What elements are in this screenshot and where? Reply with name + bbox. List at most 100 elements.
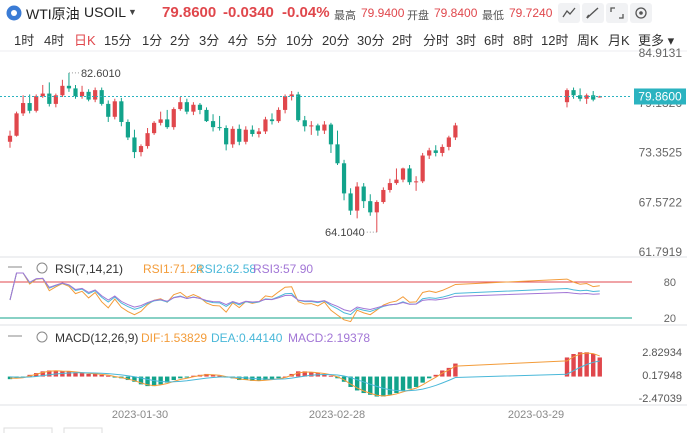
symbol-name[interactable]: WTI原油 [26, 6, 80, 22]
macd-bar [184, 376, 190, 378]
candle [315, 125, 320, 131]
macd-bar [60, 371, 65, 377]
period-tab[interactable]: 3时 [456, 33, 477, 48]
candle [210, 121, 216, 128]
max-price-label: 82.6010 [81, 68, 121, 80]
candle [191, 104, 196, 112]
macd-bar [433, 374, 438, 377]
period-tab[interactable]: 1时 [14, 33, 35, 48]
macd-bar [407, 376, 412, 389]
settings-icon[interactable] [635, 7, 647, 19]
dea-label: DEA:0.44140 [211, 331, 283, 345]
macd-bar [577, 352, 583, 377]
period-tab[interactable]: 周K [577, 33, 599, 48]
candle [93, 90, 98, 100]
period-tab[interactable]: 15分 [104, 33, 132, 48]
candle [158, 119, 163, 123]
period-tab[interactable]: 20分 [322, 33, 350, 48]
settings-icon [36, 262, 48, 274]
candle [269, 119, 275, 122]
macd-bar [584, 352, 589, 377]
period-tab[interactable]: 分时 [423, 33, 450, 48]
macd-bar [217, 375, 222, 377]
period-tab[interactable]: 6时 [484, 33, 505, 48]
macd-name: MACD(12,26,9) [55, 331, 138, 345]
period-tab[interactable]: 2时 [392, 33, 413, 48]
candle [584, 95, 589, 99]
macd-bar [328, 375, 334, 377]
period-tab[interactable]: 日K [74, 33, 96, 48]
macd-bar [374, 376, 379, 397]
macd-bar [145, 376, 150, 387]
candle [407, 168, 412, 183]
period-tab[interactable]: 8时 [513, 33, 534, 48]
period-tab[interactable]: 10分 [286, 33, 314, 48]
footer-button [63, 427, 103, 433]
candle [453, 125, 458, 138]
candle [132, 137, 137, 153]
macd-bar [335, 376, 340, 379]
period-tab[interactable]: 4分 [228, 33, 249, 48]
candle [256, 131, 261, 135]
period-tab[interactable]: 3分 [199, 33, 220, 48]
period-tabs: 1时 4时 日K 15分 1分 2分 3分 4分 5分 10分 20分 30分 2时 分时 3时 6时 8时 12… [0, 27, 687, 49]
candle [99, 90, 104, 104]
high-value: 79.9400 [361, 6, 405, 20]
candle [138, 146, 144, 153]
y-tick-label: 73.3525 [639, 146, 683, 160]
macd-bar [413, 376, 419, 387]
macd-bar [53, 370, 59, 377]
period-tab[interactable]: 月K [608, 33, 630, 48]
macd-bar [178, 376, 183, 379]
draw-icon[interactable] [586, 7, 599, 19]
candle [341, 163, 347, 194]
macd-bar [250, 376, 255, 381]
candle [34, 96, 39, 111]
macd-bar [420, 376, 425, 383]
macd-bar [282, 376, 288, 378]
chevron-down-icon[interactable]: ▼ [128, 7, 137, 17]
x-tick-label: 2023-01-30 [112, 409, 168, 421]
macd-bar [132, 376, 137, 382]
dif-line [9, 352, 600, 397]
price-change: -0.0340 [223, 4, 274, 21]
period-tab[interactable]: 12时 [541, 33, 569, 48]
candle [571, 90, 576, 96]
macd-bar [92, 373, 98, 377]
symbol-code[interactable]: USOIL [84, 4, 127, 20]
candle [197, 104, 203, 110]
macd-bar [204, 373, 209, 377]
instrument-icon [6, 5, 22, 21]
y-tick-label: 61.7919 [639, 245, 683, 259]
last-price-tag [634, 88, 686, 105]
macd-bar [571, 353, 576, 377]
period-tab[interactable]: 30分 [357, 33, 385, 48]
period-tab[interactable]: 4时 [44, 33, 65, 48]
macd-bar [34, 373, 39, 377]
candle [309, 125, 314, 127]
candle [289, 94, 294, 97]
candle [420, 155, 425, 182]
candle [27, 103, 32, 111]
period-tab[interactable]: 2分 [170, 33, 191, 48]
candle [53, 95, 58, 104]
period-tab[interactable]: 5分 [257, 33, 278, 48]
period-tab[interactable]: 1分 [142, 33, 163, 48]
y-tick-label: 79.1326 [639, 96, 683, 110]
macd-bar [315, 373, 321, 377]
candle [60, 85, 65, 96]
candle [230, 128, 235, 145]
expand-icon[interactable] [610, 7, 624, 19]
dif-label: DIF:1.53829 [141, 331, 207, 345]
indicator-icon[interactable] [562, 7, 576, 18]
x-tick-label: 2023-03-29 [508, 409, 564, 421]
macd-bar [394, 376, 399, 394]
candle [440, 146, 445, 153]
macd-bar [341, 376, 347, 382]
period-tab[interactable]: 更多 ▾ [638, 33, 675, 48]
macd-bar [361, 376, 366, 394]
candle [263, 119, 268, 132]
high-label: 最高 [334, 10, 356, 22]
macd-bar [99, 374, 104, 377]
